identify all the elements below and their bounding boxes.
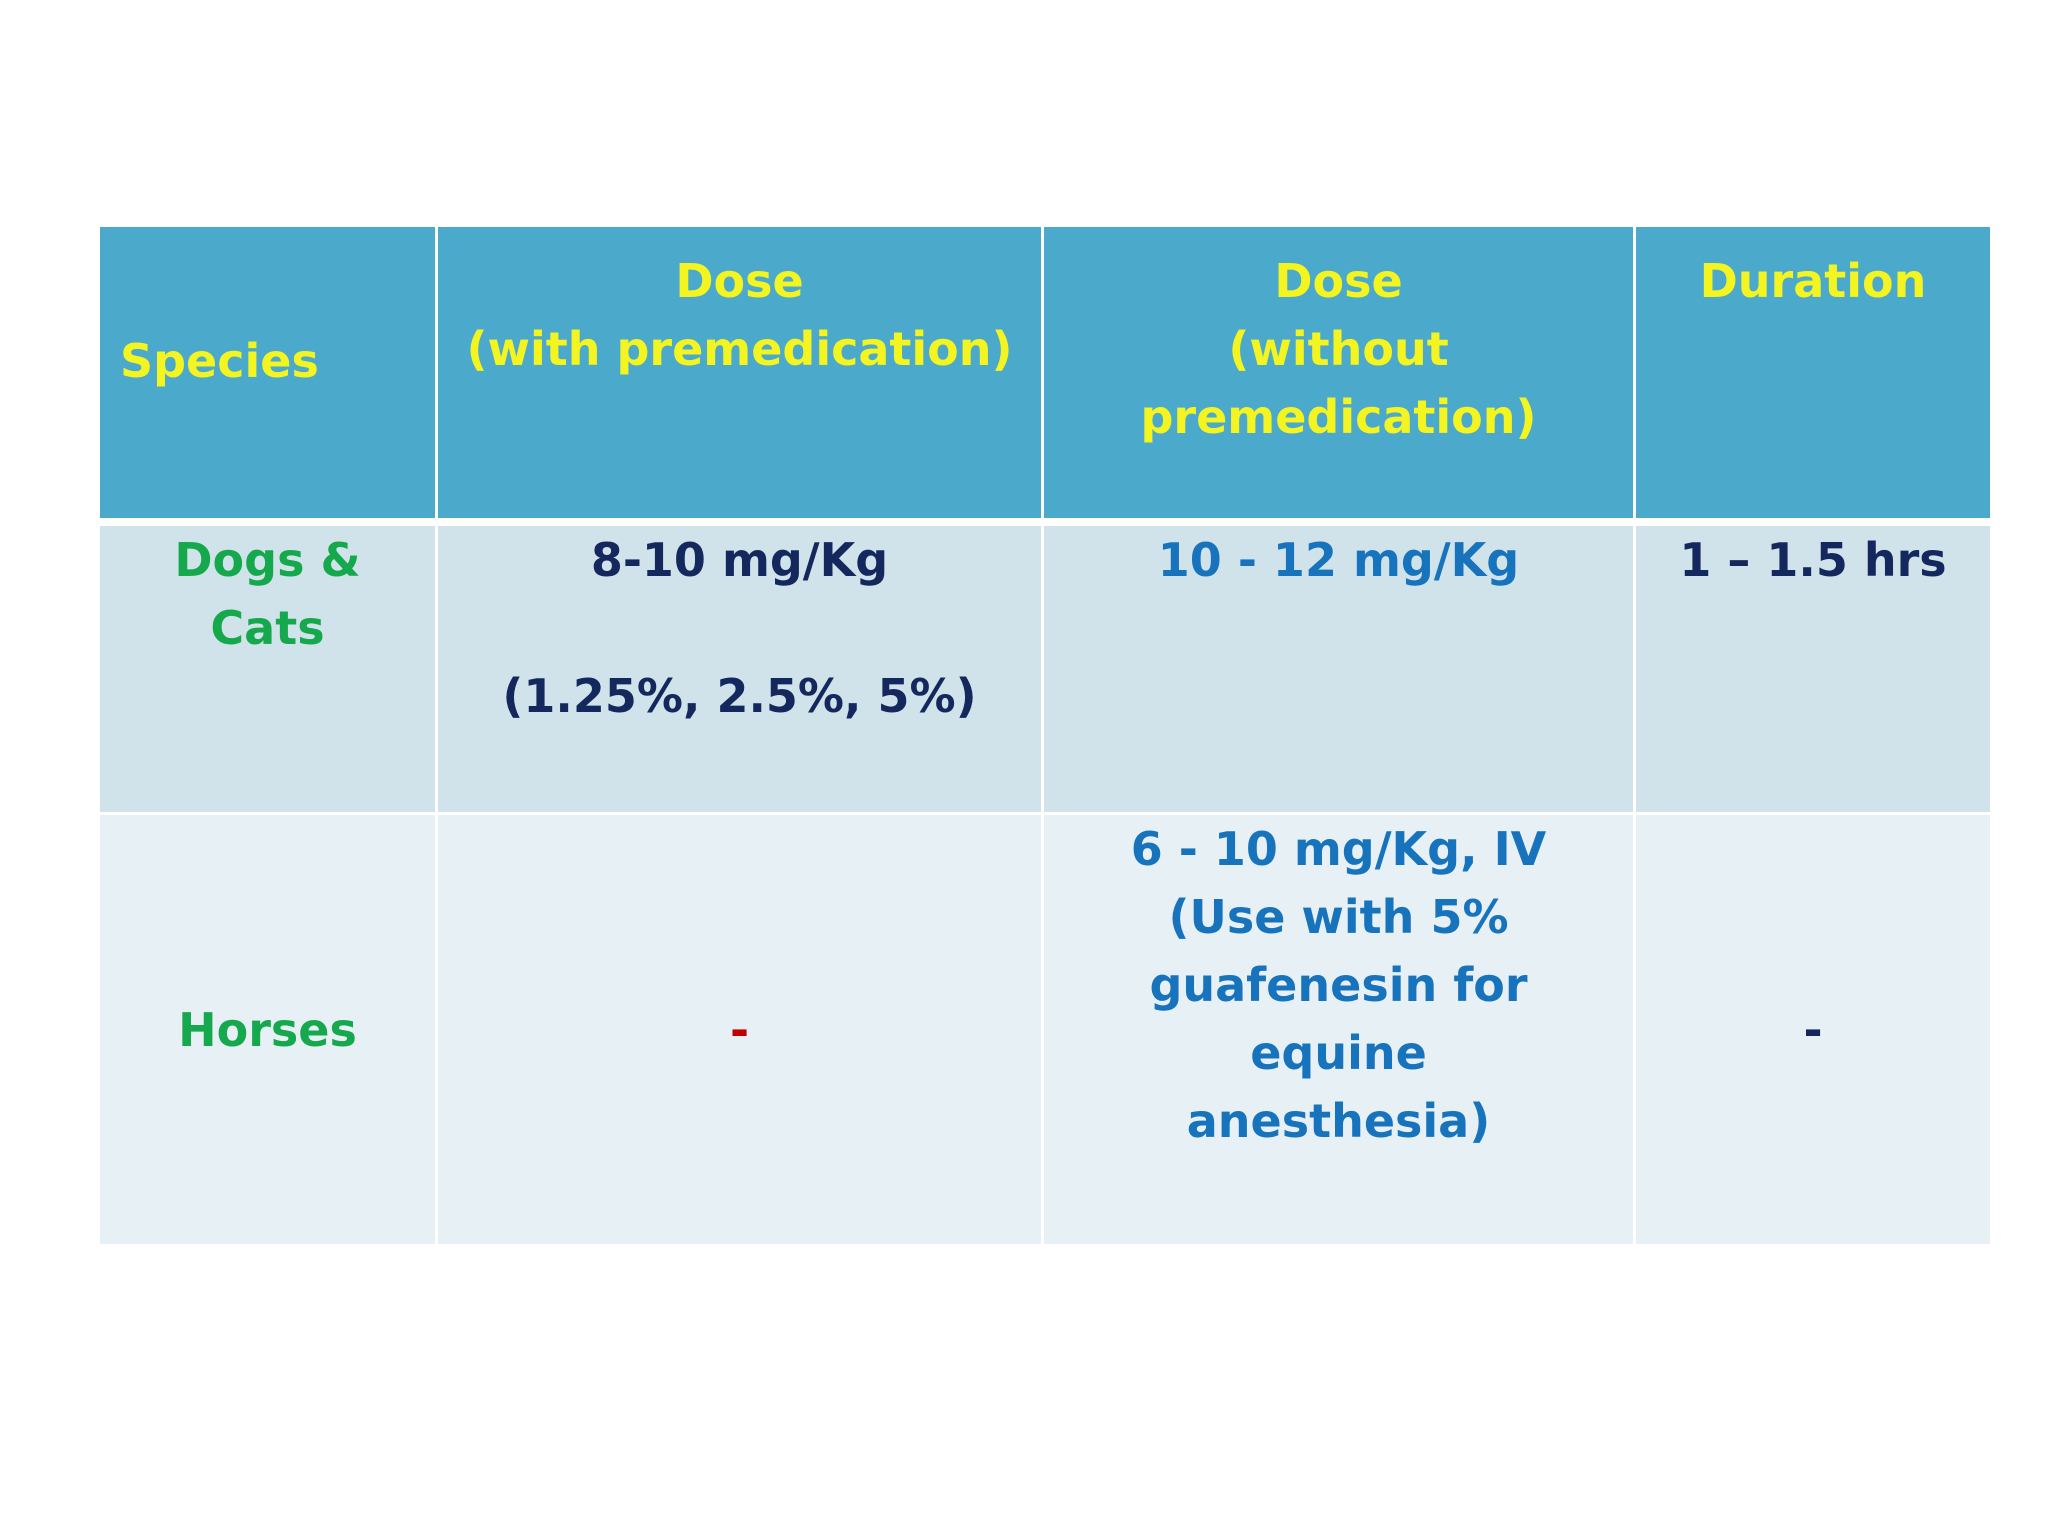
- header-dose-without-title: Dose: [1274, 254, 1403, 308]
- dose-without-horses-line-3: guafenesin for equine: [1149, 958, 1528, 1080]
- dose-with-dogs-concentration: (1.25%, 2.5%, 5%): [502, 668, 977, 723]
- dose-without-horses-line-4: anesthesia): [1186, 1094, 1491, 1148]
- dose-without-horses-line-1: 6 - 10 mg/Kg, IV: [1130, 822, 1547, 876]
- dose-with-dogs-cats: 8-10 mg/Kg (1.25%, 2.5%, 5%): [435, 520, 1044, 815]
- header-duration-label: Duration: [1699, 254, 1927, 308]
- table-row: Horses - 6 - 10 mg/Kg, IV (Use with 5% g…: [97, 812, 1993, 1247]
- species-horses: Horses: [97, 812, 438, 1247]
- header-dose-without-sub1: (without: [1228, 322, 1449, 376]
- dose-table: Species Dose (with premedication) Dose (…: [97, 224, 1993, 1247]
- header-species: Species: [97, 224, 438, 523]
- header-dose-without-premedication: Dose (without premedication): [1041, 224, 1636, 523]
- header-species-label: Species: [120, 334, 319, 389]
- dose-without-horses: 6 - 10 mg/Kg, IV (Use with 5% guafenesin…: [1041, 812, 1636, 1247]
- header-dose-with-sub: (with premedication): [466, 322, 1013, 376]
- dose-with-horses: -: [435, 812, 1044, 1247]
- table-header-row: Species Dose (with premedication) Dose (…: [97, 224, 1993, 523]
- header-dose-with-premedication: Dose (with premedication): [435, 224, 1044, 523]
- dose-with-dogs-value: 8-10 mg/Kg: [590, 532, 889, 587]
- header-dose-without-sub2: premedication): [1140, 390, 1537, 444]
- dose-without-dogs-cats: 10 - 12 mg/Kg: [1041, 520, 1636, 815]
- duration-dogs-cats: 1 – 1.5 hrs: [1633, 520, 1993, 815]
- species-dogs-cats: Dogs & Cats: [97, 520, 438, 815]
- table-row: Dogs & Cats 8-10 mg/Kg (1.25%, 2.5%, 5%)…: [97, 520, 1993, 815]
- duration-horses: -: [1633, 812, 1993, 1247]
- header-duration: Duration: [1633, 224, 1993, 523]
- header-dose-with-title: Dose: [675, 254, 804, 308]
- dose-without-horses-line-2: (Use with 5%: [1168, 890, 1509, 944]
